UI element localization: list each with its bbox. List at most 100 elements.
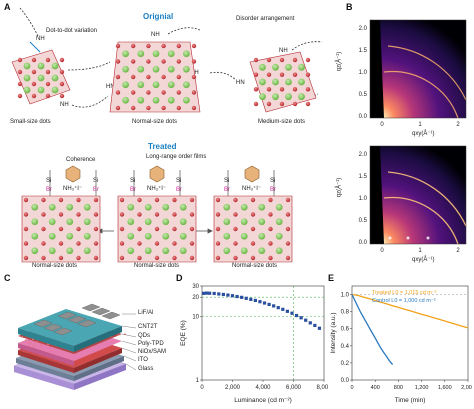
halide-atom xyxy=(250,212,256,217)
halide-atom xyxy=(161,59,166,64)
d-ytick-label: 10 xyxy=(192,314,199,320)
d-data-point xyxy=(217,292,221,296)
cation-atom xyxy=(37,86,45,94)
halide-atom xyxy=(176,105,181,111)
halide-atom xyxy=(305,101,311,107)
cation-atom xyxy=(183,65,190,73)
halide-atom xyxy=(17,81,23,87)
cation-atom xyxy=(179,232,187,240)
halide-atom xyxy=(41,197,46,203)
cation-atom xyxy=(51,74,59,82)
b-ytick: 2.0 xyxy=(359,26,368,32)
d-ytick-label: 30 xyxy=(192,284,199,290)
normal-dots-label-1: Normal-size dots xyxy=(32,263,78,269)
hn-label-2: HN xyxy=(236,80,245,86)
d-data-point xyxy=(201,291,206,295)
halide-atom xyxy=(268,197,273,203)
cation-atom xyxy=(127,247,135,255)
b-ytick: 0.0 xyxy=(359,114,368,120)
b-xtick: 2 xyxy=(456,122,460,128)
halide-atom xyxy=(115,105,121,111)
br-label-5: Br xyxy=(224,187,230,193)
cation-atom xyxy=(275,203,283,211)
d-xtick-label: 4,000 xyxy=(255,385,271,391)
cation-atom xyxy=(240,247,248,255)
coherence-label: Coherence xyxy=(66,157,96,163)
halide-atom xyxy=(172,226,177,232)
electrode-pad xyxy=(91,307,111,316)
e-ytick-label: 0.4 xyxy=(341,344,350,350)
cation-atom xyxy=(275,218,283,226)
d-data-point xyxy=(253,298,257,303)
halide-atom xyxy=(58,212,64,217)
cation-atom xyxy=(285,78,292,86)
e-legend-treated: Treated L0 = 1,015 cd m⁻² xyxy=(372,290,437,296)
d-data-point xyxy=(267,302,271,307)
halide-atom xyxy=(176,74,181,80)
layer-label-6: Glass xyxy=(138,366,154,372)
d-data-point xyxy=(304,318,308,322)
panel-b-label: B xyxy=(346,2,353,12)
halide-atom xyxy=(115,90,121,95)
cation-atom xyxy=(137,65,145,73)
halide-atom xyxy=(137,255,142,261)
halide-atom xyxy=(31,57,37,63)
halide-atom xyxy=(189,255,195,261)
halide-atom xyxy=(292,87,298,92)
cation-atom xyxy=(167,65,175,73)
panel-d-label: D xyxy=(176,273,183,283)
halide-atom xyxy=(172,197,177,203)
cation-atom xyxy=(240,218,248,226)
qd-dot xyxy=(25,339,27,341)
d-data-point xyxy=(313,323,317,328)
nh3i-label-3: NH₃⁺I⁻ xyxy=(242,186,262,192)
halide-atom xyxy=(292,101,298,107)
e-xtick-label: 1,600 xyxy=(438,385,452,391)
qd-dot xyxy=(36,341,38,343)
cation-atom xyxy=(137,96,145,104)
halide-atom xyxy=(172,241,177,246)
cation-atom xyxy=(285,93,292,101)
e-xtick-label: 400 xyxy=(371,385,380,391)
halide-atom xyxy=(154,255,160,261)
b-xtick: 0 xyxy=(380,248,384,254)
br-label-6: Br xyxy=(270,187,276,193)
halide-atom xyxy=(59,81,65,87)
cation-atom xyxy=(240,232,248,240)
layer-label-3: Poly-TPD xyxy=(138,341,164,347)
halide-atom xyxy=(253,101,259,107)
cation-atom xyxy=(275,247,283,255)
electrode-pad xyxy=(81,303,101,312)
e-legend-control: Control L0 = 1,000 cd m⁻² xyxy=(372,298,436,304)
cation-atom xyxy=(66,247,74,255)
halide-atom xyxy=(285,226,291,232)
d-data-point xyxy=(299,316,303,320)
cation-atom xyxy=(183,81,190,89)
halide-atom xyxy=(250,197,256,203)
nh3i-label-2: NH₃⁺I⁻ xyxy=(147,186,167,192)
halide-atom xyxy=(58,255,64,261)
b-ytick: 1.5 xyxy=(359,174,368,180)
cation-atom xyxy=(23,74,31,82)
halide-atom xyxy=(45,57,51,63)
halide-atom xyxy=(233,226,238,232)
halide-atom xyxy=(233,241,238,246)
d-data-point xyxy=(212,291,216,296)
halide-atom xyxy=(191,90,197,95)
halide-atom xyxy=(93,255,99,261)
layer-label-0: LiF/Al xyxy=(138,310,154,316)
cation-atom xyxy=(298,93,305,101)
halide-atom xyxy=(146,90,151,95)
si-label-4: Si xyxy=(176,178,182,184)
halide-atom xyxy=(93,226,99,232)
halide-atom xyxy=(23,197,29,203)
cation-atom xyxy=(167,81,175,89)
cation-atom xyxy=(137,50,145,58)
layer-label-4: NiOx/SAM xyxy=(138,349,167,355)
e-axes-frame xyxy=(351,285,469,381)
halide-atom xyxy=(268,226,273,232)
halide-atom xyxy=(146,43,151,49)
e-ytick-label: 0.6 xyxy=(341,327,350,333)
qd-dot xyxy=(40,344,42,346)
cation-atom xyxy=(31,218,39,226)
